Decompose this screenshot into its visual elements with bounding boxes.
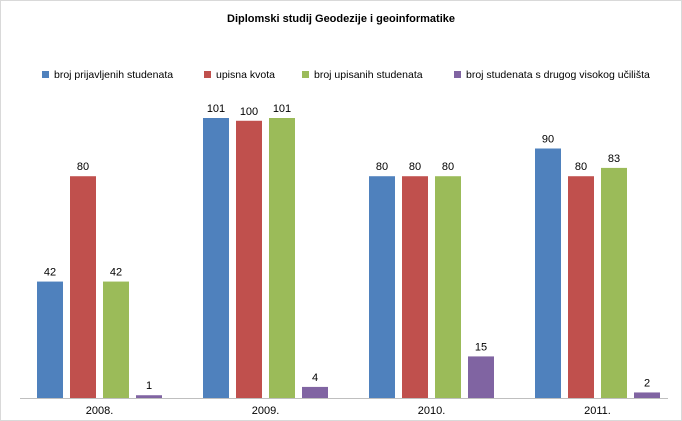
bar-2010-series-0 xyxy=(369,176,395,398)
legend-item-prijavljeni: broj prijavljenih studenata xyxy=(42,69,173,81)
bar-2009-series-2 xyxy=(269,118,295,398)
bar-value-label: 1 xyxy=(146,380,152,392)
legend-label-upisani: broj upisanih studenata xyxy=(314,69,423,81)
bar-value-label: 100 xyxy=(240,106,258,118)
bar-value-label: 90 xyxy=(542,133,554,145)
bar-2008-series-0 xyxy=(37,281,63,398)
x-tick-label: 2008. xyxy=(86,405,114,417)
bar-2010-series-1 xyxy=(402,176,428,398)
bar-2008-series-3 xyxy=(136,395,162,398)
legend-swatch-drugo-uciliste xyxy=(454,70,461,78)
legend-label-prijavljeni: broj prijavljenih studenata xyxy=(54,69,174,81)
legend-label-kvota: upisna kvota xyxy=(216,69,275,81)
bar-value-label: 2 xyxy=(644,377,650,389)
bar-value-label: 80 xyxy=(376,161,388,173)
bar-value-label: 15 xyxy=(475,341,487,353)
legend-item-kvota: upisna kvota xyxy=(204,69,275,81)
legend-swatch-prijavljeni xyxy=(42,70,49,78)
bar-2008-series-2 xyxy=(103,281,129,398)
bar-value-label: 101 xyxy=(273,103,291,115)
chart-title: Diplomski studij Geodezije i geoinformat… xyxy=(227,13,455,25)
bar-2011-series-0 xyxy=(535,148,561,398)
bar-value-label: 80 xyxy=(442,161,454,173)
bar-2008-series-1 xyxy=(70,176,96,398)
legend-swatch-kvota xyxy=(204,70,211,78)
bar-2011-series-3 xyxy=(634,392,660,398)
bar-2009-series-0 xyxy=(203,118,229,398)
bar-value-label: 42 xyxy=(44,267,56,279)
legend-item-upisani: broj upisanih studenata xyxy=(302,69,423,81)
bar-2011-series-2 xyxy=(601,167,627,398)
bar-value-label: 42 xyxy=(110,267,122,279)
x-tick-label: 2011. xyxy=(584,405,611,417)
bar-value-label: 83 xyxy=(608,153,620,165)
bar-value-label: 101 xyxy=(207,103,225,115)
legend-label-drugo-uciliste: broj studenata s drugog visokog učilišta xyxy=(466,69,650,81)
bar-2011-series-1 xyxy=(568,176,594,398)
bar-value-label: 80 xyxy=(409,161,421,173)
bar-2009-series-3 xyxy=(302,386,328,398)
legend-swatch-upisani xyxy=(302,70,309,78)
x-tick-label: 2009. xyxy=(252,405,280,417)
legend-item-drugo-uciliste: broj studenata s drugog visokog učilišta xyxy=(454,69,650,81)
bar-value-label: 80 xyxy=(77,161,89,173)
x-tick-label: 2010. xyxy=(418,405,446,417)
bar-2009-series-1 xyxy=(236,120,262,398)
bar-value-label: 80 xyxy=(575,161,587,173)
bar-value-label: 4 xyxy=(312,372,318,384)
bar-2010-series-3 xyxy=(468,356,494,398)
bar-2010-series-2 xyxy=(435,176,461,398)
